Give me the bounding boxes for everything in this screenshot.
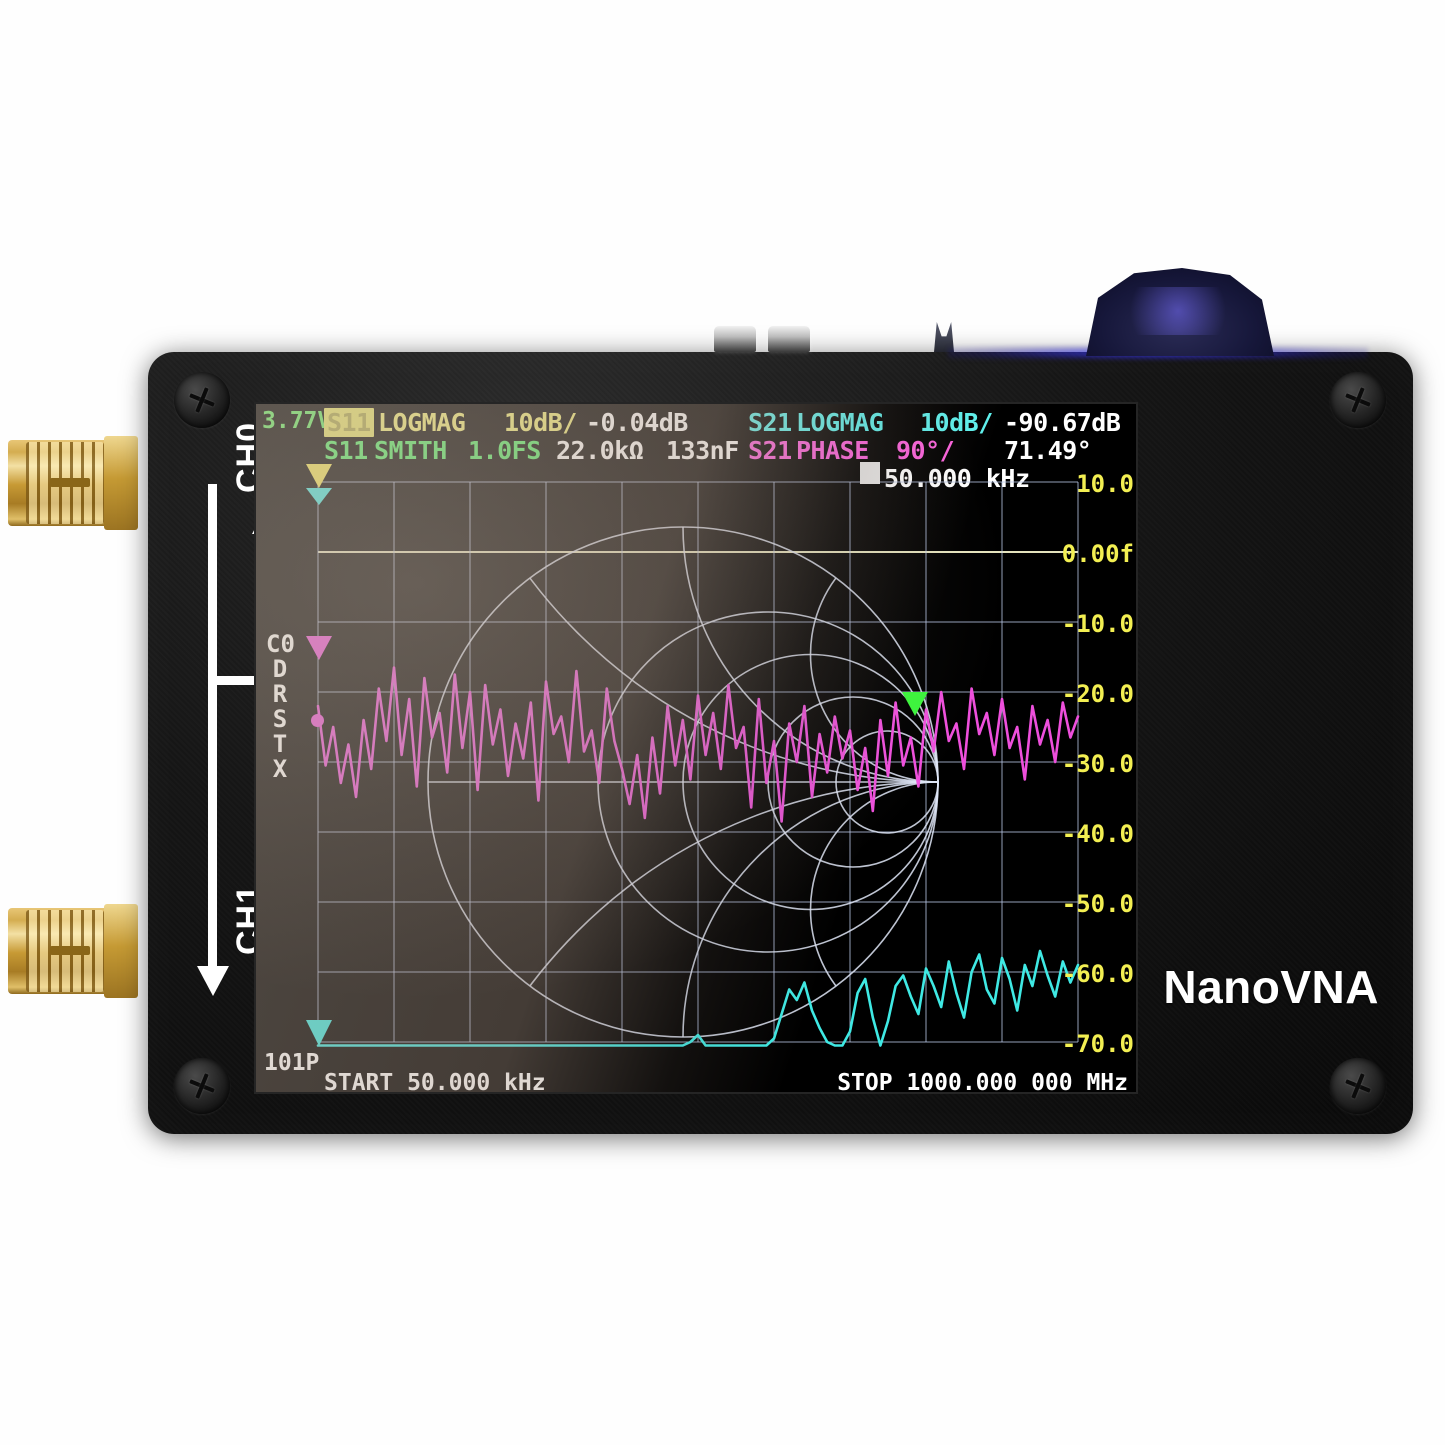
- marker-dot-trace4[interactable]: [311, 714, 324, 727]
- mode-toggle-switch[interactable]: [934, 322, 954, 352]
- y-axis-labels: 10.0 0.00f -10.0 -20.0 -30.0 -40.0 -50.0…: [1062, 470, 1134, 1058]
- trace1-scale[interactable]: 10dB/: [504, 408, 577, 437]
- trace2-format[interactable]: LOGMAG: [796, 408, 884, 437]
- y-tick-6: -50.0: [1061, 890, 1134, 918]
- trace2-value: -90.67dB: [1004, 408, 1121, 437]
- top-push-button-right[interactable]: [768, 326, 810, 352]
- sweep-start-frequency[interactable]: START 50.000 kHz: [324, 1070, 546, 1094]
- y-tick-3: -20.0: [1061, 680, 1134, 708]
- cal-flag-r: R: [272, 680, 288, 708]
- marker-triangle-trace2[interactable]: [306, 488, 332, 505]
- trace2-scale[interactable]: 10dB/: [920, 408, 993, 437]
- marker-reference-box-icon: [860, 462, 880, 484]
- lcd-screen[interactable]: 3.77V S11 LOGMAG 10dB/ -0.04dB S21 LOGMA…: [254, 402, 1138, 1094]
- y-tick-7: -60.0: [1061, 960, 1134, 988]
- trace3-resistance: 22.0kΩ: [556, 436, 644, 465]
- nanovna-device-body: CH0 CH1 S11 S21 NanoVNA 3.77V S11 LOGMAG…: [148, 268, 1413, 1134]
- trace1-channel-badge[interactable]: S11: [324, 408, 374, 437]
- y-tick-1: 0.00f: [1061, 540, 1134, 568]
- trace2-channel[interactable]: S21: [748, 408, 792, 437]
- sma-collar: [104, 436, 138, 530]
- sma-collar: [104, 904, 138, 998]
- calibration-status: C0 D R S T X: [266, 630, 295, 783]
- usb-cable-plug: [1086, 268, 1274, 356]
- sma-center-pin: [50, 946, 90, 955]
- marker-triangle-trace1[interactable]: [306, 464, 332, 488]
- top-push-button-left[interactable]: [714, 326, 756, 352]
- y-tick-2: -10.0: [1061, 610, 1134, 638]
- marker-triangle-trace2-bottom[interactable]: [306, 1020, 332, 1046]
- sma-center-pin: [50, 478, 90, 487]
- signal-path-branch-horizontal: [208, 676, 272, 685]
- signal-path-stem: [208, 484, 217, 974]
- trace1-format[interactable]: LOGMAG: [378, 408, 466, 437]
- trace4-channel[interactable]: S21: [748, 436, 792, 465]
- screw-cross-icon: [185, 1069, 219, 1103]
- sweep-points[interactable]: 101P: [264, 1050, 320, 1076]
- brand-logo: NanoVNA: [1163, 961, 1379, 1013]
- trace3-channel[interactable]: S11: [324, 436, 368, 465]
- y-tick-4: -30.0: [1061, 750, 1134, 778]
- corner-screw-top-left: [174, 372, 230, 428]
- marker-triangle-trace4[interactable]: [306, 636, 332, 660]
- screw-cross-icon: [1341, 383, 1375, 417]
- trace3-scale[interactable]: 1.0FS: [468, 436, 541, 465]
- plot-area[interactable]: [316, 481, 1080, 1047]
- cal-flag-t: T: [272, 730, 288, 758]
- y-tick-0: 10.0: [1076, 470, 1134, 498]
- y-tick-8: -70.0: [1061, 1030, 1134, 1058]
- marker-frequency: 50.000 kHz: [884, 464, 1030, 493]
- cal-flag-d: D: [272, 655, 288, 683]
- sweep-stop-frequency[interactable]: STOP 1000.000 000 MHz: [837, 1070, 1128, 1094]
- corner-screw-top-right: [1330, 372, 1386, 428]
- y-tick-5: -40.0: [1061, 820, 1134, 848]
- cal-flag-x: X: [272, 755, 288, 783]
- trace4-format[interactable]: PHASE: [796, 436, 869, 465]
- marker-triangle-active[interactable]: [902, 692, 928, 716]
- trace4-value: 71.49°: [1004, 436, 1092, 465]
- corner-screw-bottom-right: [1330, 1058, 1386, 1114]
- cal-slot: C0: [266, 630, 295, 658]
- battery-voltage: 3.77V: [262, 408, 332, 434]
- trace3-format[interactable]: SMITH: [374, 436, 447, 465]
- trace-curves: [316, 666, 1080, 1047]
- trace1-value: -0.04dB: [586, 408, 688, 437]
- sweep-status-bar: 101P START 50.000 kHz STOP 1000.000 000 …: [256, 1048, 1136, 1092]
- screw-cross-icon: [1341, 1069, 1375, 1103]
- grid-lines: [317, 481, 1079, 1043]
- trace4-scale[interactable]: 90°/: [896, 436, 955, 465]
- arrow-down-icon: [197, 966, 229, 996]
- trace3-capacitance: 133nF: [666, 436, 739, 465]
- screw-cross-icon: [185, 383, 219, 417]
- cal-flag-s: S: [272, 705, 288, 733]
- corner-screw-bottom-left: [174, 1058, 230, 1114]
